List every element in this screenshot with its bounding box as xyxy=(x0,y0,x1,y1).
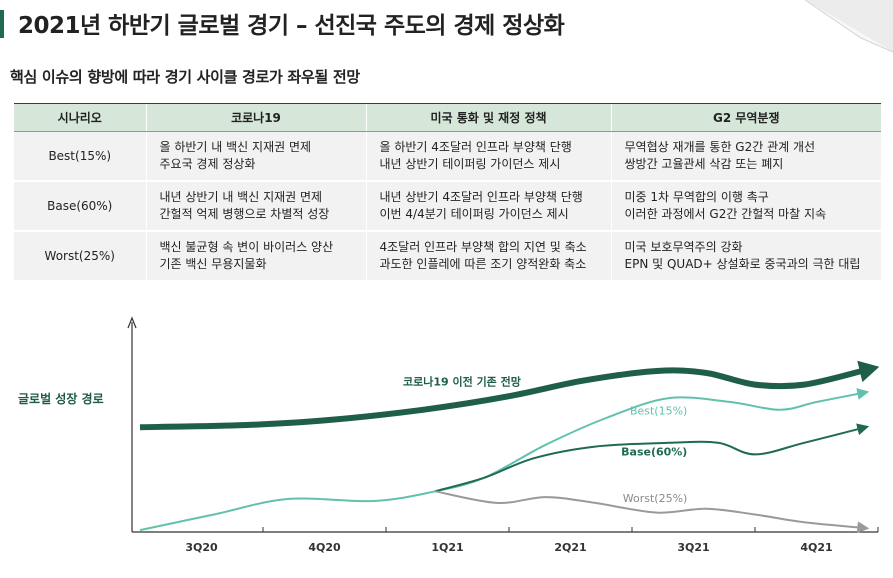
scenario-name: Best(15%) xyxy=(14,131,146,182)
cell-line: 올 하반기 4조달러 인프라 부양책 단행 xyxy=(379,140,572,154)
cell-line: 미중 1차 무역합의 이행 촉구 xyxy=(624,190,769,204)
series-arrowhead-baseline xyxy=(857,360,880,383)
series-line-best xyxy=(139,388,870,532)
cell-line: 이번 4/4분기 테이퍼링 가이던스 제시 xyxy=(379,207,569,221)
cell-line: 기존 백신 무용지물화 xyxy=(159,257,267,271)
cell-line: 무역협상 재개를 통한 G2간 관계 개선 xyxy=(624,140,816,154)
header-trade: G2 무역분쟁 xyxy=(610,103,881,132)
cell-line: 내년 상반기 테이퍼링 가이던스 제시 xyxy=(379,157,561,171)
header-scenario: 시나리오 xyxy=(14,103,146,132)
cell-line: EPN 및 QUAD+ 상설화로 중국과의 극한 대립 xyxy=(624,257,861,271)
x-tick-label: 3Q20 xyxy=(185,541,218,554)
cell-line: 내년 상반기 내 백신 지재권 면제 xyxy=(159,190,323,204)
table-header-row: 시나리오 코로나19 미국 통화 및 재정 정책 G2 무역분쟁 xyxy=(14,103,881,132)
cell-line: 백신 불균형 속 변이 바이러스 양산 xyxy=(159,240,334,254)
scenario-name: Base(60%) xyxy=(14,181,146,232)
section-subtitle: 핵심 이슈의 향방에 따라 경기 사이클 경로가 좌우될 전망 xyxy=(10,68,360,86)
cell-line: 간헐적 억제 병행으로 차별적 성장 xyxy=(159,207,330,221)
header-policy: 미국 통화 및 재정 정책 xyxy=(365,103,611,132)
page-curl-decoration xyxy=(804,0,893,53)
cell-line: 주요국 경제 정상화 xyxy=(159,157,256,171)
x-tick-label: 2Q21 xyxy=(554,541,586,554)
series-label-worst: Worst(25%) xyxy=(623,492,688,505)
cell-line: 내년 상반기 4조달러 인프라 부양책 단행 xyxy=(379,190,583,204)
cell-line: 4조달러 인프라 부양책 합의 지연 및 축소 xyxy=(379,240,587,254)
cell-line: 과도한 인플레에 따른 조기 양적완화 축소 xyxy=(379,257,587,271)
x-tick-label: 4Q20 xyxy=(308,541,341,554)
series-line-worst xyxy=(435,490,870,534)
page-title: 2021년 하반기 글로벌 경기 – 선진국 주도의 경제 정상화 xyxy=(18,13,565,39)
chart-y-axis-label: 글로벌 성장 경로 xyxy=(18,392,104,406)
series-label-best: Best(15%) xyxy=(630,405,687,418)
series-line-base xyxy=(434,423,870,493)
scenario-name: Worst(25%) xyxy=(14,231,146,282)
x-tick-label: 4Q21 xyxy=(800,541,832,554)
series-line-baseline xyxy=(139,367,867,431)
x-tick-label: 1Q21 xyxy=(431,541,463,554)
annotation-label: 코로나19 이전 기존 전망 xyxy=(403,375,521,389)
cell-line: 올 하반기 내 백신 지재권 면제 xyxy=(159,140,312,154)
cell-line: 미국 보호무역주의 강화 xyxy=(624,240,743,254)
x-tick-label: 3Q21 xyxy=(677,541,709,554)
y-axis-arrow xyxy=(127,316,137,329)
cell-line: 쌍방간 고율관세 삭감 또는 폐지 xyxy=(624,157,784,171)
scenario-table: 시나리오 코로나19 미국 통화 및 재정 정책 G2 무역분쟁 Best(15… xyxy=(14,103,881,282)
trade-cell: 미국 보호무역주의 강화 EPN 및 QUAD+ 상설화로 중국과의 극한 대립 xyxy=(610,231,881,282)
header-covid: 코로나19 xyxy=(145,103,366,132)
title-accent-bar xyxy=(0,10,4,38)
series-label-base: Base(60%) xyxy=(621,445,687,458)
cell-line: 이러한 과정에서 G2간 간헐적 마찰 지속 xyxy=(624,207,827,221)
